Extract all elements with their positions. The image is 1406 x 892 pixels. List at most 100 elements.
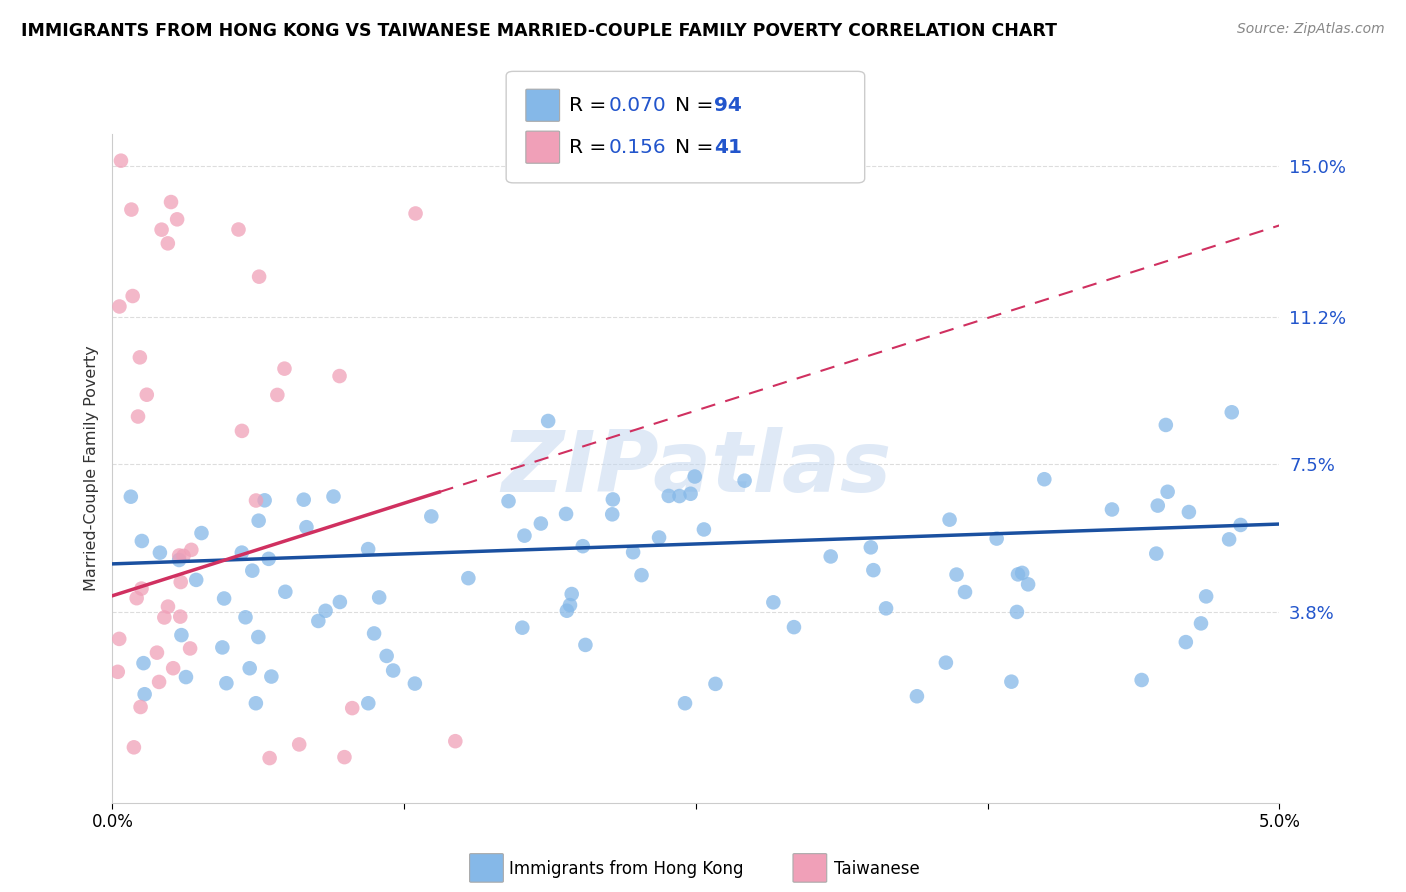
Point <box>131 533 153 548</box>
Point <box>357 542 380 557</box>
Point <box>574 638 596 652</box>
Point <box>679 487 702 501</box>
Point <box>537 414 560 428</box>
Point <box>231 546 253 560</box>
Point <box>108 300 131 314</box>
Point <box>1146 499 1168 513</box>
Point <box>935 656 957 670</box>
Point <box>555 507 578 521</box>
Point <box>190 526 212 541</box>
Point <box>513 528 536 542</box>
Point <box>734 474 756 488</box>
Point <box>404 676 426 690</box>
Point <box>167 549 190 563</box>
Text: IMMIGRANTS FROM HONG KONG VS TAIWANESE MARRIED-COUPLE FAMILY POVERTY CORRELATION: IMMIGRANTS FROM HONG KONG VS TAIWANESE M… <box>21 22 1057 40</box>
Point <box>121 289 143 303</box>
Point <box>131 582 153 596</box>
Text: Taiwanese: Taiwanese <box>834 860 920 878</box>
Point <box>1005 605 1028 619</box>
Point <box>247 269 270 284</box>
Point <box>128 351 150 365</box>
Point <box>1156 484 1178 499</box>
Point <box>1195 590 1218 604</box>
Point <box>375 648 398 663</box>
Point <box>122 740 145 755</box>
Point <box>457 571 479 585</box>
Point <box>1033 472 1056 486</box>
Point <box>173 549 195 563</box>
Point <box>357 696 380 710</box>
Point <box>328 369 350 384</box>
Text: Source: ZipAtlas.com: Source: ZipAtlas.com <box>1237 22 1385 37</box>
Point <box>120 490 142 504</box>
Point <box>231 424 253 438</box>
Point <box>259 751 281 765</box>
Point <box>288 738 311 752</box>
Point <box>273 361 295 376</box>
Point <box>1218 533 1240 547</box>
Point <box>245 696 267 710</box>
Point <box>875 601 897 615</box>
Point <box>170 628 193 642</box>
Point <box>228 222 250 236</box>
Point <box>174 670 197 684</box>
Point <box>953 585 976 599</box>
Point <box>240 564 263 578</box>
Point <box>783 620 806 634</box>
Point <box>160 195 183 210</box>
Point <box>444 734 467 748</box>
Point <box>405 206 427 220</box>
Point <box>1220 405 1243 419</box>
Text: N =: N = <box>675 95 720 115</box>
Point <box>1229 518 1251 533</box>
Point <box>211 640 233 655</box>
Text: ZIPatlas: ZIPatlas <box>501 426 891 510</box>
Point <box>1144 547 1167 561</box>
Point <box>153 610 176 624</box>
Point <box>107 665 129 679</box>
Point <box>179 641 201 656</box>
Point <box>149 546 172 560</box>
Point <box>274 584 297 599</box>
Point <box>156 236 179 251</box>
Point <box>558 598 581 612</box>
Point <box>938 513 960 527</box>
Point <box>683 469 706 483</box>
Point <box>498 494 520 508</box>
Point <box>127 409 149 424</box>
Point <box>235 610 257 624</box>
Point <box>215 676 238 690</box>
Point <box>129 700 152 714</box>
Point <box>266 388 288 402</box>
Point <box>135 388 157 402</box>
Point <box>169 609 191 624</box>
Point <box>945 567 967 582</box>
Point <box>561 587 583 601</box>
Point <box>572 539 595 553</box>
Point <box>555 604 578 618</box>
Point <box>420 509 443 524</box>
Point <box>862 563 884 577</box>
Point <box>245 493 267 508</box>
Point <box>239 661 262 675</box>
Text: 0.070: 0.070 <box>609 95 666 115</box>
Text: R =: R = <box>569 137 620 157</box>
Point <box>146 646 169 660</box>
Point <box>120 202 142 217</box>
Point <box>166 212 188 227</box>
Text: R =: R = <box>569 95 613 115</box>
Point <box>673 696 696 710</box>
Point <box>1154 417 1177 432</box>
Point <box>260 669 283 683</box>
Point <box>125 591 148 606</box>
Point <box>704 677 727 691</box>
Point <box>363 626 385 640</box>
Point <box>329 595 352 609</box>
Point <box>648 531 671 545</box>
Point <box>108 632 131 646</box>
Point <box>247 630 270 644</box>
Point <box>156 599 179 614</box>
Point <box>150 222 173 236</box>
Point <box>1189 616 1212 631</box>
Point <box>1000 674 1022 689</box>
